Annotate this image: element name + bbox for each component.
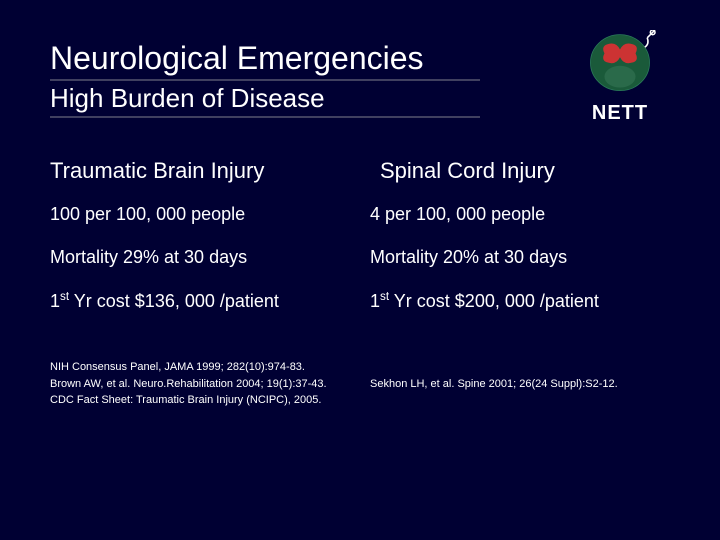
slide-subtitle: High Burden of Disease xyxy=(50,83,480,118)
citation: Sekhon LH, et al. Spine 2001; 26(24 Supp… xyxy=(370,376,618,393)
tbi-cost-text: Yr cost $136, 000 /patient xyxy=(69,291,279,311)
tbi-cost: 1st Yr cost $136, 000 /patient xyxy=(50,290,350,312)
content-columns: Traumatic Brain Injury 100 per 100, 000 … xyxy=(50,158,670,334)
tbi-heading: Traumatic Brain Injury xyxy=(50,158,350,184)
brain-icon xyxy=(580,30,660,100)
sci-mortality: Mortality 20% at 30 days xyxy=(370,247,670,268)
slide-title: Neurological Emergencies xyxy=(50,40,480,81)
sci-cost: 1st Yr cost $200, 000 /patient xyxy=(370,290,670,312)
tbi-incidence: 100 per 100, 000 people xyxy=(50,204,350,225)
sci-cost-ord: 1 xyxy=(370,291,380,311)
tbi-citations: NIH Consensus Panel, JAMA 1999; 282(10):… xyxy=(50,359,350,409)
logo-text: NETT xyxy=(592,102,648,125)
tbi-cost-ord: 1 xyxy=(50,291,60,311)
citation: Brown AW, et al. Neuro.Rehabilitation 20… xyxy=(50,376,350,393)
ordinal-suffix: st xyxy=(60,290,69,303)
citation: NIH Consensus Panel, JAMA 1999; 282(10):… xyxy=(50,359,350,376)
column-tbi: Traumatic Brain Injury 100 per 100, 000 … xyxy=(50,158,350,334)
slide: NETT Neurological Emergencies High Burde… xyxy=(0,0,720,540)
logo: NETT xyxy=(560,30,680,150)
tbi-mortality: Mortality 29% at 30 days xyxy=(50,247,350,268)
column-sci: Spinal Cord Injury 4 per 100, 000 people… xyxy=(370,158,670,334)
citations-row: NIH Consensus Panel, JAMA 1999; 282(10):… xyxy=(50,359,670,409)
sci-incidence: 4 per 100, 000 people xyxy=(370,204,670,225)
sci-heading: Spinal Cord Injury xyxy=(370,158,670,184)
sci-cost-text: Yr cost $200, 000 /patient xyxy=(389,291,599,311)
sci-citations: Sekhon LH, et al. Spine 2001; 26(24 Supp… xyxy=(370,359,670,409)
ordinal-suffix: st xyxy=(380,290,389,303)
citation: CDC Fact Sheet: Traumatic Brain Injury (… xyxy=(50,392,350,409)
